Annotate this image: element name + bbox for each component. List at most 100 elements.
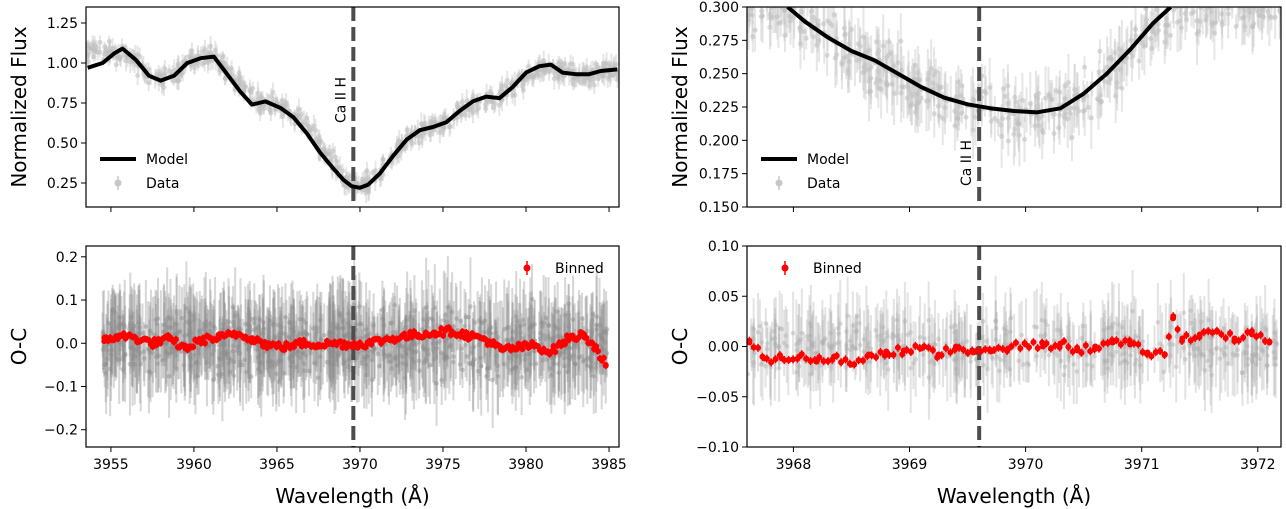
data-point: [552, 70, 558, 76]
data-point: [1011, 131, 1017, 137]
data-point: [1118, 66, 1124, 72]
residual-point: [201, 326, 206, 332]
binned-point: [592, 344, 599, 351]
residual-point: [413, 342, 418, 347]
data-point: [810, 14, 816, 20]
data-point: [992, 116, 998, 122]
data-point: [311, 123, 317, 129]
data-point: [970, 96, 976, 102]
residual-point: [391, 329, 397, 335]
residual-point: [558, 333, 564, 339]
residual-point: [203, 323, 209, 329]
residual-point: [362, 357, 368, 362]
residual-point: [259, 360, 264, 366]
data-point: [824, 52, 830, 58]
data-point: [915, 91, 921, 97]
residual-point: [164, 340, 169, 346]
data-point: [1246, 7, 1252, 10]
data-point: [1182, 11, 1188, 17]
data-point: [1243, 2, 1248, 7]
data-point: [526, 63, 532, 69]
residual-point: [202, 321, 207, 327]
residual-point: [101, 331, 107, 336]
residual-point: [482, 318, 488, 324]
data-point: [1097, 92, 1103, 98]
residual-point: [412, 308, 417, 313]
data-point: [380, 156, 386, 162]
residual-point: [231, 323, 237, 329]
data-point: [270, 89, 276, 95]
residual-point: [240, 362, 246, 368]
residual-point: [505, 337, 511, 343]
residual-point: [470, 345, 476, 351]
residual-point: [403, 351, 409, 356]
data-point: [582, 79, 588, 85]
residual-point: [246, 347, 252, 353]
residual-point: [225, 351, 230, 357]
data-point: [1136, 58, 1142, 64]
residual-point: [602, 340, 608, 345]
residual-point: [211, 377, 216, 383]
data-point: [784, 1, 789, 6]
data-point: [499, 88, 505, 94]
residual-point: [601, 347, 606, 353]
data-point: [202, 46, 208, 52]
residual-point: [359, 360, 365, 366]
residual-point: [310, 326, 316, 331]
data-point: [1241, 14, 1247, 20]
residual-point: [353, 322, 359, 327]
residual-point: [389, 320, 395, 326]
data-point: [998, 122, 1004, 128]
data-point: [1256, 0, 1261, 5]
residual-point: [539, 320, 544, 326]
residual-point: [133, 354, 138, 359]
residual-point: [469, 350, 475, 355]
data-point: [595, 76, 601, 82]
data-point: [102, 44, 108, 50]
data-point: [1021, 136, 1027, 142]
residual-point: [513, 353, 519, 359]
residual-point: [147, 328, 153, 333]
residual-point: [430, 317, 436, 323]
data-point: [782, 0, 787, 3]
residual-point: [119, 321, 124, 326]
residual-point: [879, 332, 884, 338]
data-point: [846, 41, 852, 47]
residual-point: [237, 362, 243, 368]
residual-point: [273, 362, 279, 367]
residual-point: [541, 333, 547, 338]
residual-point: [247, 344, 253, 350]
data-point: [236, 70, 242, 76]
residual-point: [226, 356, 232, 361]
residual-point: [354, 355, 360, 360]
binned-point: [531, 342, 538, 349]
residual-point: [168, 324, 174, 330]
residual-point: [145, 346, 151, 352]
residual-point: [604, 350, 610, 356]
residual-point: [156, 353, 162, 359]
residual-point: [337, 350, 343, 356]
data-point: [454, 104, 460, 110]
residual-point: [527, 333, 533, 339]
residual-point: [277, 335, 282, 341]
residual-point: [407, 343, 413, 349]
residual-point: [865, 344, 870, 350]
axes-frame: [85, 6, 620, 208]
data-point: [1255, 8, 1261, 14]
data-point: [562, 60, 568, 66]
residual-point: [576, 354, 582, 360]
residual-point: [584, 363, 590, 368]
data-point: [1167, 32, 1173, 38]
data-point: [1265, 8, 1271, 14]
residual-point: [394, 363, 399, 368]
residual-point: [338, 313, 343, 319]
residual-point: [231, 319, 236, 325]
data-point: [418, 121, 424, 127]
residual-point: [196, 345, 202, 351]
residual-point: [278, 358, 284, 363]
residual-point: [843, 364, 849, 370]
residual-point: [290, 304, 295, 310]
residual-point: [828, 346, 834, 352]
residual-point: [544, 357, 550, 362]
data-point: [747, 0, 752, 1]
